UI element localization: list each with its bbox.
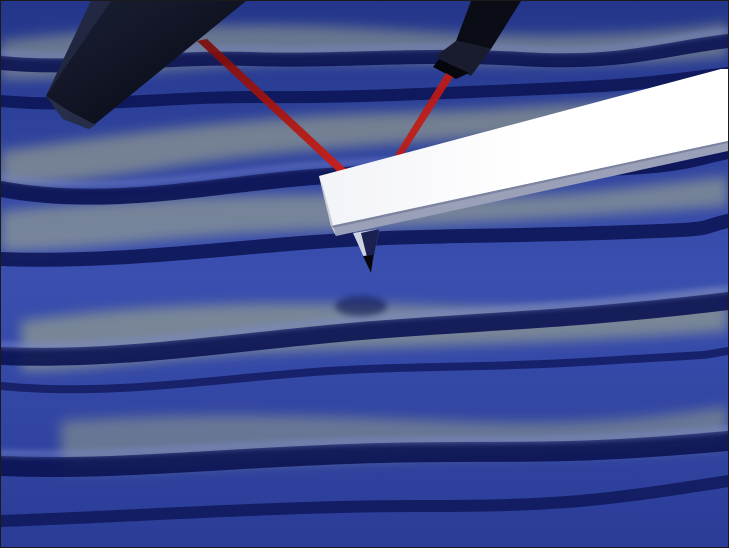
tip-shadow	[335, 296, 387, 316]
